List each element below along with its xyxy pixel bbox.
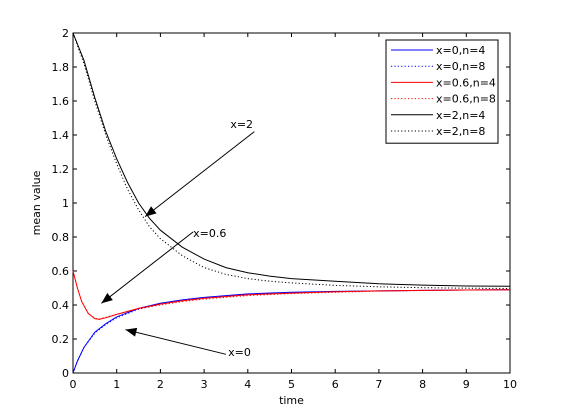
annotation-arrow-head bbox=[101, 292, 113, 304]
y-tick-label: 1.2 bbox=[52, 163, 70, 176]
legend-label: x=0,n=8 bbox=[436, 60, 485, 73]
annotation-arrow-line bbox=[125, 329, 227, 355]
y-tick-label: 1.4 bbox=[52, 129, 70, 142]
annotation-arrow-head bbox=[145, 206, 157, 217]
y-tick-label: 0.8 bbox=[52, 231, 70, 244]
x-tick-label: 4 bbox=[244, 378, 251, 391]
y-tick-label: 0.6 bbox=[52, 265, 70, 278]
legend-label: x=0.6,n=8 bbox=[436, 93, 496, 106]
legend-label: x=2,n=4 bbox=[436, 109, 485, 122]
legend-box bbox=[385, 39, 499, 144]
series-line-5 bbox=[72, 32, 511, 289]
legend-label: x=0,n=4 bbox=[436, 44, 485, 57]
legend-label: x=2,n=8 bbox=[436, 125, 485, 138]
y-axis-label: mean value bbox=[30, 170, 43, 235]
series-line-4 bbox=[72, 32, 511, 287]
x-tick-label: 6 bbox=[332, 378, 339, 391]
y-tick-label: 0 bbox=[62, 367, 69, 380]
y-tick-label: 1.8 bbox=[52, 61, 70, 74]
x-tick-label: 2 bbox=[157, 378, 164, 391]
annotation-label: x=0.6 bbox=[193, 227, 226, 240]
series-line-2 bbox=[72, 270, 511, 320]
annotation-arrow-line bbox=[144, 131, 255, 217]
y-tick-label: 2 bbox=[62, 27, 69, 40]
x-tick-label: 8 bbox=[419, 378, 426, 391]
y-tick-label: 0.2 bbox=[52, 333, 70, 346]
annotation-label: x=0 bbox=[228, 346, 251, 359]
x-tick-label: 9 bbox=[463, 378, 470, 391]
y-tick-label: 0.4 bbox=[52, 299, 70, 312]
y-tick-label: 1.6 bbox=[52, 95, 70, 108]
x-axis-label: time bbox=[279, 394, 304, 407]
y-tick-label: 1 bbox=[62, 197, 69, 210]
annotation-arrow-line bbox=[101, 231, 194, 304]
x-tick-label: 0 bbox=[70, 378, 77, 391]
legend-label: x=0.6,n=4 bbox=[436, 76, 496, 89]
x-tick-label: 7 bbox=[375, 378, 382, 391]
annotation-arrow-head bbox=[125, 327, 138, 337]
x-tick-label: 3 bbox=[201, 378, 208, 391]
x-tick-label: 5 bbox=[288, 378, 295, 391]
annotation-label: x=2 bbox=[230, 118, 253, 131]
plot-area: 0 1 2 3 4 5 6 7 8 9 10 0 0.2 0.4 0.6 0.8 1 1.2 1.4 1.6 1.8 2 x… bbox=[52, 27, 518, 391]
legend: x=0,n=4 x=0,n=8 x=0.6,n=4 x=0.6,n=8 x=2,n=4 x… bbox=[385, 39, 499, 144]
x-tick-label: 10 bbox=[503, 378, 517, 391]
x-tick-label: 1 bbox=[113, 378, 120, 391]
